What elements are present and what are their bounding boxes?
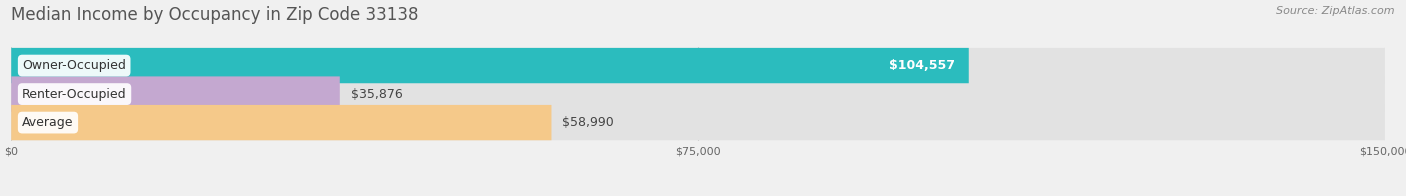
Text: $104,557: $104,557 [889, 59, 955, 72]
Text: Owner-Occupied: Owner-Occupied [22, 59, 127, 72]
Text: Median Income by Occupancy in Zip Code 33138: Median Income by Occupancy in Zip Code 3… [11, 6, 419, 24]
FancyBboxPatch shape [11, 48, 1385, 83]
FancyBboxPatch shape [11, 76, 1385, 112]
FancyBboxPatch shape [11, 48, 969, 83]
Text: Source: ZipAtlas.com: Source: ZipAtlas.com [1277, 6, 1395, 16]
FancyBboxPatch shape [11, 105, 551, 140]
Text: Average: Average [22, 116, 73, 129]
Text: Renter-Occupied: Renter-Occupied [22, 88, 127, 101]
FancyBboxPatch shape [11, 76, 340, 112]
FancyBboxPatch shape [11, 105, 1385, 140]
Text: $58,990: $58,990 [562, 116, 614, 129]
Text: $35,876: $35,876 [350, 88, 402, 101]
